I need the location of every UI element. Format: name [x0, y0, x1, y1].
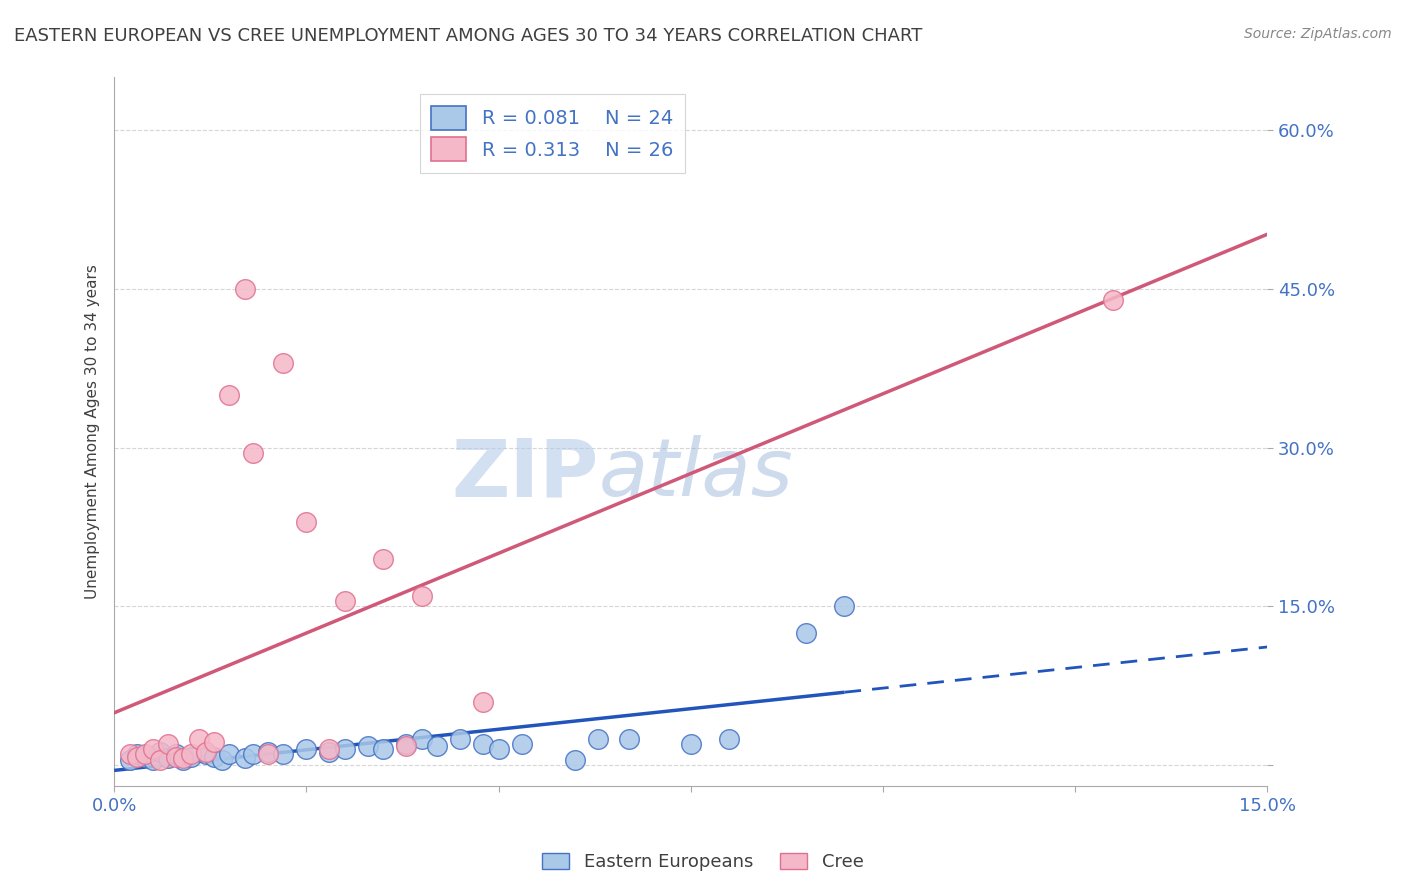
Point: [510, 737, 533, 751]
Legend: R = 0.081    N = 24, R = 0.313    N = 26: R = 0.081 N = 24, R = 0.313 N = 26: [420, 95, 685, 173]
Point: [134, 749, 156, 764]
Point: [411, 589, 433, 603]
Point: [202, 735, 225, 749]
Point: [165, 747, 187, 762]
Point: [118, 753, 141, 767]
Point: [333, 594, 356, 608]
Point: [619, 731, 641, 746]
Point: [295, 742, 318, 756]
Point: [218, 388, 240, 402]
Point: [488, 742, 510, 756]
Text: Source: ZipAtlas.com: Source: ZipAtlas.com: [1244, 27, 1392, 41]
Point: [449, 731, 471, 746]
Point: [211, 753, 233, 767]
Point: [242, 446, 264, 460]
Point: [564, 753, 586, 767]
Point: [127, 749, 149, 764]
Point: [426, 739, 449, 753]
Point: [318, 745, 340, 759]
Point: [127, 747, 149, 762]
Point: [373, 551, 395, 566]
Point: [271, 356, 294, 370]
Point: [142, 742, 165, 756]
Point: [202, 749, 225, 764]
Point: [411, 731, 433, 746]
Point: [588, 731, 610, 746]
Point: [271, 747, 294, 762]
Point: [472, 694, 495, 708]
Text: EASTERN EUROPEAN VS CREE UNEMPLOYMENT AMONG AGES 30 TO 34 YEARS CORRELATION CHAR: EASTERN EUROPEAN VS CREE UNEMPLOYMENT AM…: [14, 27, 922, 45]
Point: [233, 282, 256, 296]
Point: [156, 750, 179, 764]
Point: [718, 731, 741, 746]
Point: [149, 753, 172, 767]
Point: [318, 742, 340, 756]
Point: [134, 747, 156, 762]
Point: [1102, 293, 1125, 307]
Point: [180, 747, 202, 762]
Point: [180, 749, 202, 764]
Point: [472, 737, 495, 751]
Point: [149, 745, 172, 759]
Point: [242, 747, 264, 762]
Point: [333, 742, 356, 756]
Y-axis label: Unemployment Among Ages 30 to 34 years: Unemployment Among Ages 30 to 34 years: [86, 264, 100, 599]
Point: [156, 737, 179, 751]
Point: [257, 747, 280, 762]
Point: [679, 737, 702, 751]
Point: [172, 753, 194, 767]
Point: [257, 745, 280, 759]
Point: [395, 739, 418, 753]
Point: [187, 731, 209, 746]
Text: ZIP: ZIP: [451, 435, 599, 513]
Point: [142, 753, 165, 767]
Point: [395, 737, 418, 751]
Point: [834, 599, 856, 614]
Point: [165, 749, 187, 764]
Point: [357, 739, 380, 753]
Point: [794, 625, 817, 640]
Point: [195, 745, 218, 759]
Point: [118, 747, 141, 762]
Point: [373, 742, 395, 756]
Point: [218, 747, 240, 762]
Text: atlas: atlas: [599, 435, 793, 513]
Point: [172, 750, 194, 764]
Point: [195, 747, 218, 762]
Legend: Eastern Europeans, Cree: Eastern Europeans, Cree: [536, 846, 870, 879]
Point: [295, 515, 318, 529]
Point: [233, 750, 256, 764]
